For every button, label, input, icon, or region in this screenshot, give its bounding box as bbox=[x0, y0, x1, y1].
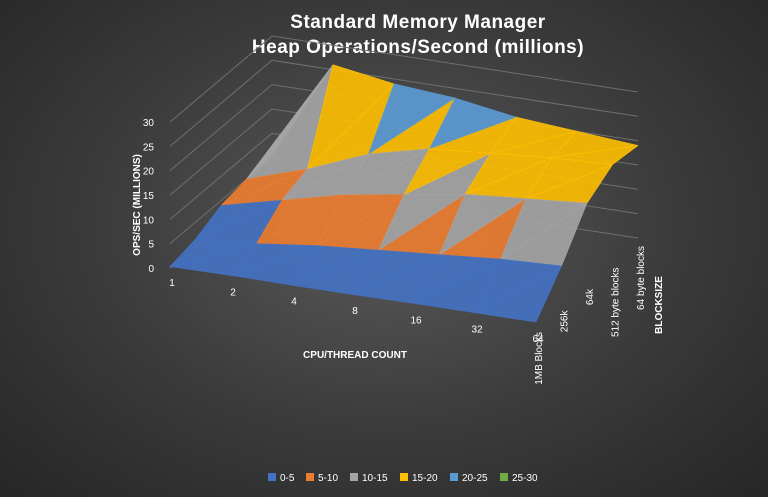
chart-title-line-1: Standard Memory Manager bbox=[290, 12, 545, 33]
surface-facet bbox=[246, 64, 334, 180]
x-axis-title: CPU/THREAD COUNT bbox=[303, 350, 407, 361]
y-tick-label: 64k bbox=[585, 288, 596, 305]
surface-facet bbox=[342, 148, 430, 196]
y-tick-label: 64 byte blocks bbox=[636, 246, 647, 310]
z-tick-label: 25 bbox=[143, 142, 155, 153]
legend-swatch bbox=[400, 473, 408, 481]
surface-facet bbox=[255, 194, 344, 245]
legend-label: 10-15 bbox=[362, 473, 388, 484]
surface-facet bbox=[195, 199, 283, 240]
surface-facet bbox=[474, 258, 563, 314]
surface-facet bbox=[306, 64, 395, 170]
y-tick-label: 1MB Blocks bbox=[534, 332, 545, 385]
legend-swatch bbox=[350, 473, 358, 481]
surface-facet bbox=[367, 83, 456, 155]
chart-title-line-2: Heap Operations/Second (millions) bbox=[252, 37, 584, 58]
surface-facet bbox=[377, 193, 467, 251]
surface-facet bbox=[550, 131, 639, 159]
legend: 0-5 5-10 10-15 15-20 20-25 25-30 bbox=[268, 473, 538, 484]
surface-facet bbox=[169, 238, 257, 268]
z-tick-label: 15 bbox=[143, 191, 155, 202]
surface-facet bbox=[525, 157, 613, 200]
z-tick-label: 5 bbox=[148, 240, 154, 251]
surface-facet bbox=[291, 245, 379, 286]
surface-facet bbox=[438, 193, 527, 256]
z-tick-label: 30 bbox=[143, 118, 155, 129]
z-tick-label: 10 bbox=[143, 215, 155, 226]
surface-facet bbox=[403, 148, 492, 196]
x-tick-label: 32 bbox=[471, 325, 483, 336]
surface-facet bbox=[499, 198, 588, 260]
z-axis-title: OPS/SEC (MILLIONS) bbox=[132, 154, 143, 256]
legend-swatch bbox=[268, 473, 276, 481]
surface-facet bbox=[281, 153, 369, 201]
surface-facet bbox=[352, 249, 440, 296]
legend-swatch bbox=[500, 473, 508, 481]
y-tick-label: 512 byte blocks bbox=[611, 268, 622, 338]
surface-plot bbox=[169, 64, 639, 323]
legend-swatch bbox=[306, 473, 314, 481]
surface-facet bbox=[316, 194, 406, 247]
surface-facet bbox=[428, 97, 517, 150]
surface-facet bbox=[413, 254, 502, 305]
gridline bbox=[169, 35, 639, 123]
legend-label: 25-30 bbox=[512, 473, 538, 484]
x-tick-label: 64 bbox=[532, 334, 544, 345]
z-tick-label: 20 bbox=[143, 167, 155, 178]
z-tick-label: 0 bbox=[148, 264, 154, 275]
gridline bbox=[169, 59, 639, 147]
legend-label: 20-25 bbox=[462, 473, 488, 484]
y-axis-title: BLOCKSIZE bbox=[654, 276, 665, 334]
x-tick-label: 4 bbox=[291, 297, 297, 308]
legend-label: 5-10 bbox=[318, 473, 338, 484]
surface-facet bbox=[464, 152, 552, 195]
x-tick-label: 2 bbox=[230, 287, 236, 298]
surface-facet bbox=[220, 168, 308, 206]
x-tick-label: 8 bbox=[352, 306, 358, 317]
legend-swatch bbox=[450, 473, 458, 481]
surface-facet bbox=[230, 243, 318, 277]
x-tick-label: 16 bbox=[410, 315, 422, 326]
y-tick-label: 256k bbox=[560, 310, 571, 333]
legend-label: 15-20 bbox=[412, 473, 438, 484]
legend-label: 0-5 bbox=[280, 473, 295, 484]
x-tick-label: 1 bbox=[169, 278, 175, 289]
surface-facet bbox=[489, 116, 578, 154]
